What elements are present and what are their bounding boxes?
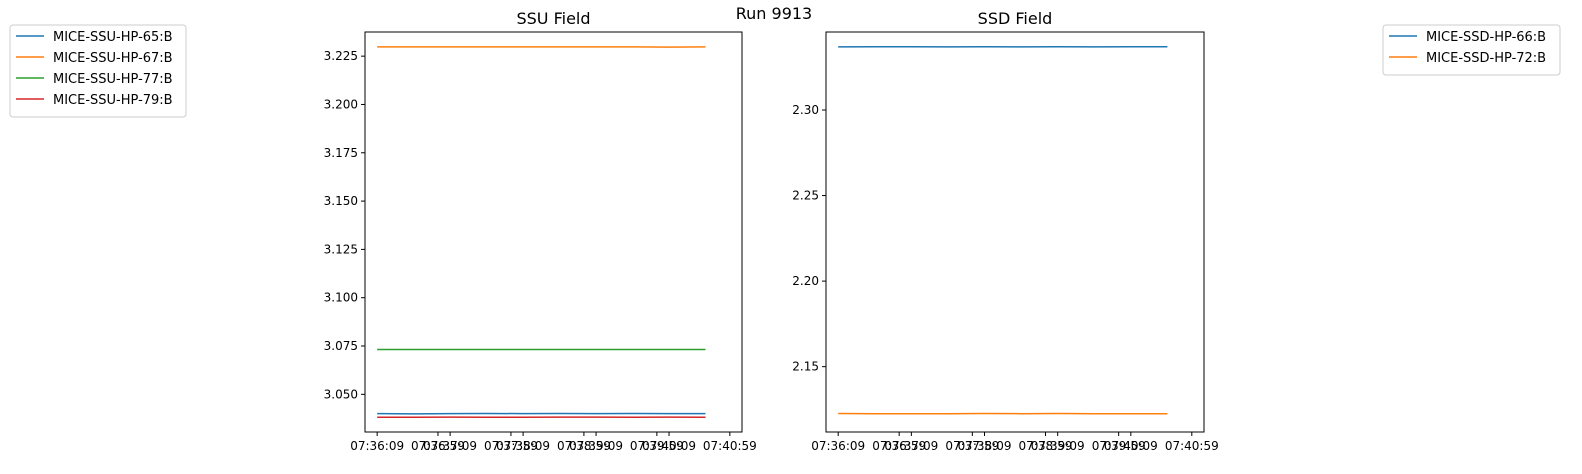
plot-title: SSU Field	[516, 9, 590, 28]
y-tick-label: 3.175	[324, 146, 358, 160]
figure-title: Run 9913	[736, 4, 812, 23]
y-tick-label: 2.15	[792, 360, 819, 374]
legend-label: MICE-SSD-HP-66:B	[1426, 30, 1546, 45]
y-tick-label: 2.30	[792, 103, 819, 117]
y-tick-label: 3.050	[324, 387, 358, 401]
y-tick-label: 3.075	[324, 339, 358, 353]
y-tick-label: 2.20	[792, 274, 819, 288]
y-tick-label: 3.125	[324, 242, 358, 256]
y-tick-label: 2.25	[792, 189, 819, 203]
axes-frame	[826, 32, 1204, 432]
x-tick-label: 07:37:09	[884, 439, 938, 453]
x-tick-label: 07:40:09	[642, 439, 696, 453]
axes-frame	[365, 32, 742, 432]
legend-label: MICE-SSU-HP-77:B	[53, 72, 173, 87]
x-tick-label: 07:40:59	[1165, 439, 1219, 453]
x-tick-label: 07:39:09	[1031, 439, 1085, 453]
x-tick-label: 07:38:09	[958, 439, 1012, 453]
y-tick-label: 3.100	[324, 291, 358, 305]
x-tick-label: 07:38:09	[496, 439, 550, 453]
plot-title: SSD Field	[978, 9, 1053, 28]
x-tick-label: 07:40:09	[1104, 439, 1158, 453]
legend-label: MICE-SSU-HP-79:B	[53, 93, 173, 108]
legend-label: MICE-SSU-HP-67:B	[53, 51, 173, 66]
x-tick-label: 07:40:59	[703, 439, 757, 453]
legend-label: MICE-SSD-HP-72:B	[1426, 51, 1546, 66]
x-tick-label: 07:37:09	[423, 439, 477, 453]
x-tick-label: 07:36:09	[350, 439, 404, 453]
y-tick-label: 3.150	[324, 194, 358, 208]
x-tick-label: 07:39:09	[569, 439, 623, 453]
legend-label: MICE-SSU-HP-65:B	[53, 30, 173, 45]
x-tick-label: 07:36:09	[811, 439, 865, 453]
y-tick-label: 3.225	[324, 49, 358, 63]
y-tick-label: 3.200	[324, 97, 358, 111]
